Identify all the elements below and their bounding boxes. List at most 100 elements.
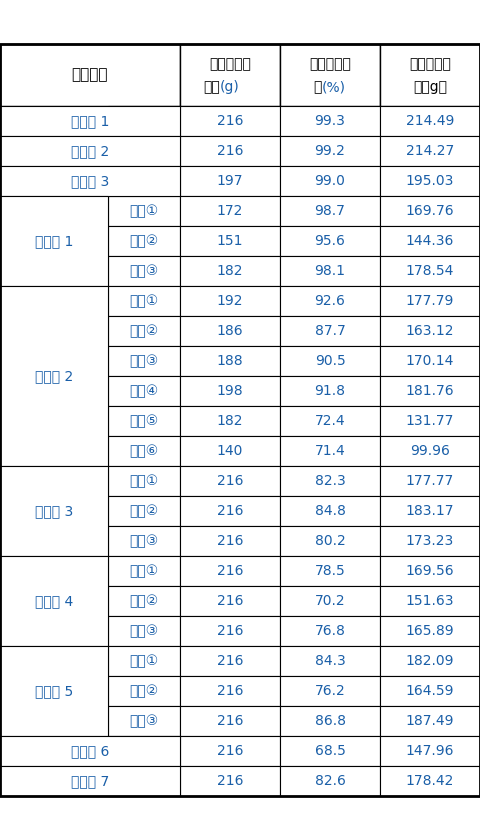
Text: 192: 192 <box>217 294 243 308</box>
Bar <box>180 136 280 166</box>
Text: 99.2: 99.2 <box>314 144 346 158</box>
Bar <box>108 616 180 646</box>
Text: 对比例 7: 对比例 7 <box>71 774 109 788</box>
Bar <box>108 286 180 316</box>
Text: 214.27: 214.27 <box>406 144 454 158</box>
Text: 处理①: 处理① <box>130 474 158 488</box>
Text: 99.96: 99.96 <box>410 444 450 458</box>
Bar <box>380 106 480 136</box>
Text: 182: 182 <box>217 264 243 278</box>
Bar <box>108 106 180 136</box>
Bar <box>0 766 180 796</box>
Text: 出量: 出量 <box>203 81 220 94</box>
Text: 处理①: 处理① <box>130 294 158 308</box>
Bar <box>380 406 480 436</box>
Text: 90.5: 90.5 <box>314 354 346 368</box>
Bar <box>180 496 280 526</box>
Bar <box>180 736 280 766</box>
Text: 178.42: 178.42 <box>406 774 454 788</box>
Text: 98.1: 98.1 <box>314 264 346 278</box>
Text: 95.6: 95.6 <box>314 234 346 248</box>
Bar <box>180 106 280 136</box>
Bar <box>180 676 280 706</box>
Bar <box>280 196 380 226</box>
Text: 80.2: 80.2 <box>314 534 346 548</box>
Text: 140: 140 <box>217 444 243 458</box>
Bar <box>108 556 180 586</box>
Bar <box>380 256 480 286</box>
Bar <box>280 646 380 676</box>
Text: 处理③: 处理③ <box>130 354 158 368</box>
Bar <box>380 706 480 736</box>
Text: 214.49: 214.49 <box>406 114 454 128</box>
Text: 处理④: 处理④ <box>130 384 158 398</box>
Text: 216: 216 <box>217 594 243 608</box>
Bar <box>180 436 280 466</box>
Bar <box>108 166 180 196</box>
Text: 处理②: 处理② <box>130 594 158 608</box>
Bar <box>108 586 180 616</box>
Bar <box>280 106 380 136</box>
Text: 处理③: 处理③ <box>130 534 158 548</box>
Bar <box>108 496 180 526</box>
Bar <box>380 556 480 586</box>
Bar <box>0 106 180 136</box>
Text: 99.0: 99.0 <box>314 174 346 188</box>
Text: 76.8: 76.8 <box>314 624 346 638</box>
Bar <box>280 676 380 706</box>
Text: 216: 216 <box>217 744 243 758</box>
Text: (%): (%) <box>322 81 346 94</box>
Text: 70.2: 70.2 <box>315 594 345 608</box>
Bar <box>380 466 480 496</box>
Bar <box>380 526 480 556</box>
Text: 71.4: 71.4 <box>314 444 346 458</box>
Text: 216: 216 <box>217 654 243 668</box>
Text: 78.5: 78.5 <box>314 564 346 578</box>
Bar <box>180 766 280 796</box>
Bar <box>280 286 380 316</box>
Text: 197: 197 <box>217 174 243 188</box>
Bar <box>180 256 280 286</box>
Bar <box>380 226 480 256</box>
Text: 216: 216 <box>217 684 243 698</box>
Bar <box>280 556 380 586</box>
Text: 处理⑥: 处理⑥ <box>130 444 158 458</box>
Bar <box>280 586 380 616</box>
Text: 178.54: 178.54 <box>406 264 454 278</box>
Text: 处理②: 处理② <box>130 684 158 698</box>
Bar <box>380 196 480 226</box>
Text: 91.8: 91.8 <box>314 384 346 398</box>
Text: 处理①: 处理① <box>130 564 158 578</box>
Bar <box>0 44 480 796</box>
Text: 177.77: 177.77 <box>406 474 454 488</box>
Text: 151.63: 151.63 <box>406 594 454 608</box>
Text: 216: 216 <box>217 474 243 488</box>
Bar <box>0 136 180 166</box>
Bar <box>280 466 380 496</box>
Text: 169.56: 169.56 <box>406 564 454 578</box>
Text: 量（g）: 量（g） <box>413 81 447 94</box>
Bar <box>0 736 180 766</box>
Bar <box>180 376 280 406</box>
Bar <box>380 136 480 166</box>
Bar <box>108 466 180 496</box>
Bar <box>0 466 108 556</box>
Bar <box>180 556 280 586</box>
Bar <box>180 316 280 346</box>
Text: 实施方式: 实施方式 <box>72 67 108 82</box>
Text: 实施例 1: 实施例 1 <box>71 114 109 128</box>
Bar <box>380 766 480 796</box>
Text: 对比例 6: 对比例 6 <box>71 744 109 758</box>
Text: 实施例 3: 实施例 3 <box>71 174 109 188</box>
Bar <box>380 166 480 196</box>
Bar <box>108 376 180 406</box>
Text: 172: 172 <box>217 204 243 218</box>
Text: 72.4: 72.4 <box>315 414 345 428</box>
Text: 186: 186 <box>216 324 243 338</box>
Text: 处理③: 处理③ <box>130 264 158 278</box>
Text: 170.14: 170.14 <box>406 354 454 368</box>
Bar <box>108 706 180 736</box>
Text: 216: 216 <box>217 774 243 788</box>
Text: 165.89: 165.89 <box>406 624 454 638</box>
Text: 216: 216 <box>217 504 243 518</box>
